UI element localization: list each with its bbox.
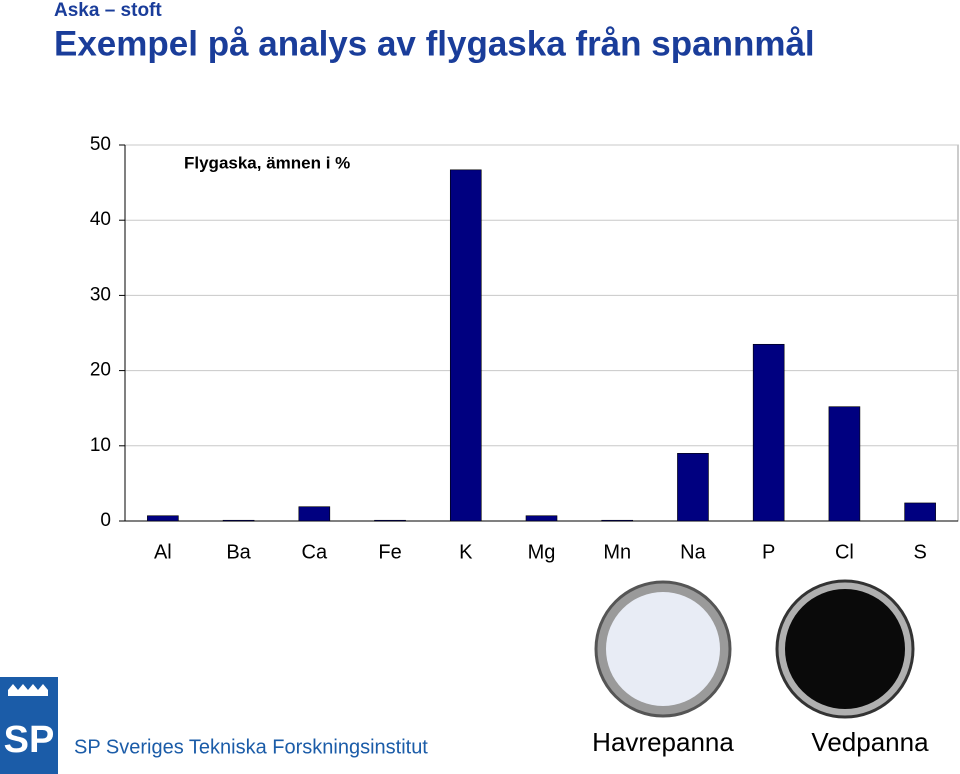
bar [298, 506, 331, 522]
x-tick-label: Mg [528, 541, 556, 563]
x-tick-label: Ba [226, 541, 251, 563]
x-tick-label: Al [154, 541, 172, 563]
chart-title: Flygaska, ämnen i % [184, 153, 350, 172]
y-tick-label: 10 [90, 435, 111, 456]
bar [752, 343, 785, 522]
bar [222, 519, 255, 522]
slide-title: Exempel på analys av flygaska från spann… [54, 24, 815, 63]
y-tick-label: 0 [100, 510, 111, 531]
bar [904, 502, 936, 522]
x-tick-label: S [913, 541, 926, 563]
chart: 0 10 20 30 40 50 Flygaska, ämnen i % Al Ba Ca Fe K M… [90, 134, 959, 563]
logo-crowns [8, 684, 48, 696]
bar [525, 515, 558, 522]
bar [677, 453, 709, 522]
bar [601, 519, 634, 522]
bar [374, 519, 406, 522]
x-tick-label: K [459, 541, 473, 563]
y-tick-label: 50 [90, 134, 111, 155]
x-tick-label: Ca [302, 541, 328, 563]
bar [449, 169, 482, 522]
x-tick-label: Fe [378, 541, 401, 563]
photo-label: Vedpanna [811, 727, 929, 757]
y-tick-label: 20 [90, 360, 111, 381]
photo-label: Havrepanna [592, 727, 734, 757]
photo-wood-ash [785, 589, 905, 709]
logo-letters: SP [4, 719, 55, 761]
bar [147, 515, 179, 522]
y-tick-label: 40 [90, 209, 111, 230]
kicker: Aska – stoft [54, 0, 162, 21]
y-tick-label: 30 [90, 284, 111, 305]
logo-text: SP Sveriges Tekniska Forskningsinstitut [74, 736, 428, 758]
photo-oat-ash [606, 592, 720, 706]
x-tick-label: Cl [835, 541, 854, 563]
bar [828, 406, 861, 522]
x-tick-label: P [762, 541, 775, 563]
x-tick-label: Na [680, 541, 706, 563]
x-tick-label: Mn [603, 541, 631, 563]
